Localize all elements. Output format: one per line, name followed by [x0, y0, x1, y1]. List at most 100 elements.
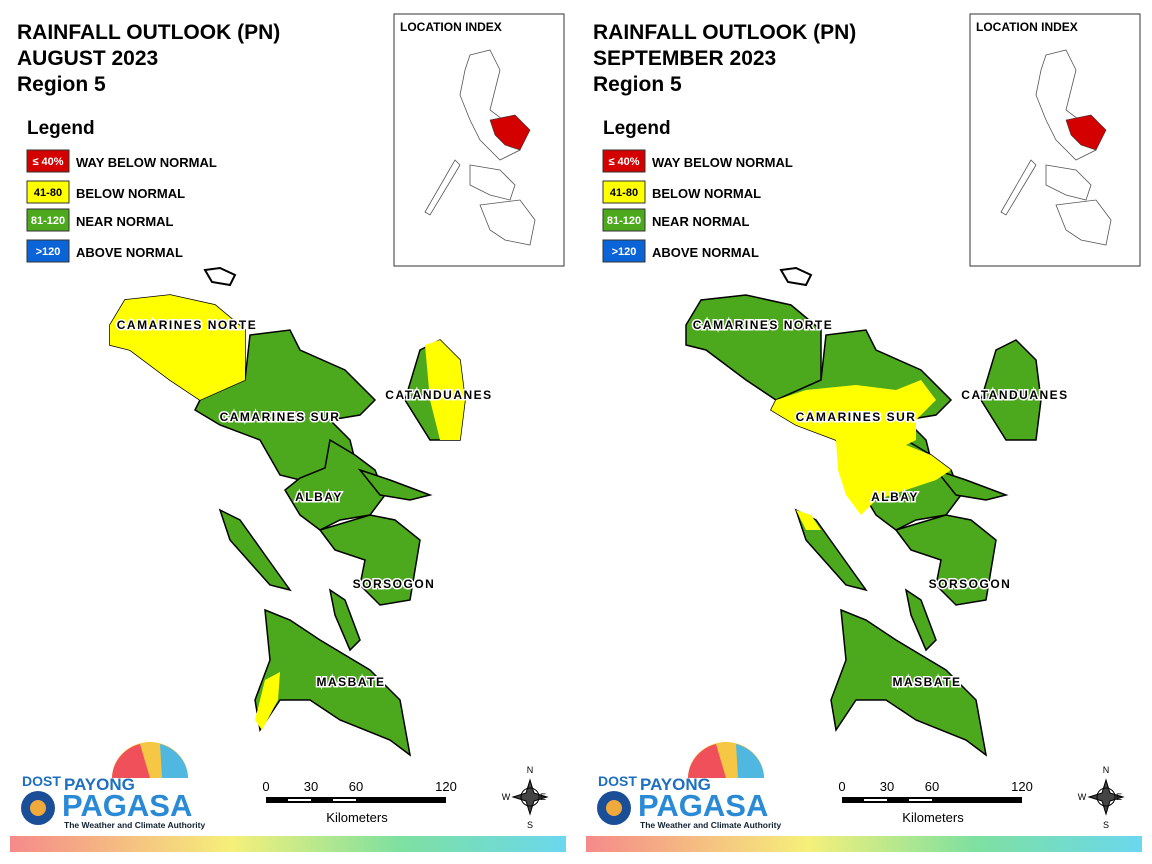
- province-label: MASBATE: [317, 675, 386, 689]
- legend-range: ≤ 40%: [32, 156, 63, 168]
- province-label: SORSOGON: [929, 577, 1012, 591]
- logo-brand-top: PAYONG: [64, 775, 135, 794]
- philippines-palawan: [1000, 159, 1037, 216]
- title: RAINFALL OUTLOOK (PN): [593, 21, 856, 44]
- legend-range: 81-120: [31, 215, 65, 227]
- below-normal-area: [110, 295, 245, 400]
- scale-tick: 30: [304, 779, 318, 794]
- location-index-title: LOCATION INDEX: [400, 20, 502, 34]
- scale-tick: 60: [925, 779, 939, 794]
- title: RAINFALL OUTLOOK (PN): [17, 21, 280, 44]
- legend-label: NEAR NORMAL: [652, 214, 750, 229]
- province-label: CAMARINES NORTE: [117, 318, 258, 332]
- month: SEPTEMBER 2023: [593, 47, 776, 70]
- legend-label: ABOVE NORMAL: [652, 245, 759, 260]
- province-shape: [830, 608, 988, 757]
- legend-swatch: [26, 239, 70, 263]
- logo-seal-inner: [606, 800, 622, 816]
- logo-seal-inner: [30, 800, 46, 816]
- color-strip: [10, 836, 566, 852]
- province-shape: [284, 438, 386, 531]
- north-island: [203, 266, 237, 287]
- province-label: CAMARINES NORTE: [693, 318, 834, 332]
- compass-letter: E: [540, 792, 546, 802]
- compass-letter: N: [1103, 765, 1110, 775]
- scale-unit: Kilometers: [902, 810, 964, 825]
- legend-range: 41-80: [34, 187, 62, 199]
- color-strip: [586, 836, 1142, 852]
- compass-ring: [520, 787, 540, 807]
- province-label: CATANDUANES: [961, 388, 1068, 402]
- province-label: SORSOGON: [353, 577, 436, 591]
- province-label: CAMARINES SUR: [220, 410, 341, 424]
- logo-umbrella-right: [736, 744, 764, 778]
- compass-letter: W: [1078, 792, 1087, 802]
- legend-range: >120: [36, 246, 61, 258]
- legend-range: >120: [612, 246, 637, 258]
- legend-label: BELOW NORMAL: [76, 186, 185, 201]
- logo-tagline: The Weather and Climate Authority: [640, 820, 781, 830]
- location-index-frame: [969, 13, 1141, 267]
- region: Region 5: [593, 73, 682, 96]
- logo-umbrella-left: [688, 744, 726, 778]
- below-normal-area: [255, 672, 280, 730]
- logo-umbrella-right: [160, 744, 188, 778]
- scale-tick: 0: [262, 779, 269, 794]
- legend-label: ABOVE NORMAL: [76, 245, 183, 260]
- philippines-visayas: [1045, 164, 1092, 201]
- province-label: ALBAY: [871, 490, 919, 504]
- province-label: CAMARINES SUR: [796, 410, 917, 424]
- legend-swatch: [602, 180, 646, 204]
- legend-title: Legend: [603, 118, 671, 139]
- province-shape: [933, 468, 1009, 501]
- legend-label: BELOW NORMAL: [652, 186, 761, 201]
- compass-letter: S: [527, 820, 533, 830]
- legend-range: 41-80: [610, 187, 638, 199]
- logo-umbrella-left: [112, 744, 150, 778]
- logo-tagline: The Weather and Climate Authority: [64, 820, 205, 830]
- logo-brand: PAGASA: [62, 788, 192, 823]
- legend-swatch: [26, 208, 70, 232]
- legend-label: WAY BELOW NORMAL: [76, 155, 217, 170]
- scale-bar-segment: [864, 799, 887, 801]
- region: Region 5: [17, 73, 106, 96]
- month: AUGUST 2023: [17, 47, 158, 70]
- province-shape: [318, 514, 421, 606]
- scale-tick: 30: [880, 779, 894, 794]
- province-shape: [328, 588, 361, 652]
- province-shape: [894, 514, 997, 606]
- logo-agency: DOST: [22, 773, 61, 789]
- legend-label: NEAR NORMAL: [76, 214, 174, 229]
- compass-letter: E: [1116, 792, 1122, 802]
- region-5-highlight: [489, 114, 531, 151]
- legend-swatch: [26, 149, 70, 173]
- scale-tick: 120: [435, 779, 457, 794]
- province-label: CATANDUANES: [385, 388, 492, 402]
- scale-unit: Kilometers: [326, 810, 388, 825]
- logo-brand: PAGASA: [638, 788, 768, 823]
- province-shape: [980, 339, 1042, 441]
- location-index-title: LOCATION INDEX: [976, 20, 1078, 34]
- philippines-mindanao: [479, 199, 536, 246]
- outlook-panel: RAINFALL OUTLOOK (PN) AUGUST 2023 Region 5…: [10, 13, 566, 852]
- logo-agency: DOST: [598, 773, 637, 789]
- province-shape: [218, 508, 292, 592]
- scale-bar-segment: [909, 799, 932, 801]
- outlook-panel: RAINFALL OUTLOOK (PN) SEPTEMBER 2023 Regio…: [586, 13, 1142, 852]
- province-shape: [357, 468, 433, 501]
- legend-swatch: [602, 208, 646, 232]
- compass-letter: S: [1103, 820, 1109, 830]
- location-index-frame: [393, 13, 565, 267]
- scale-bar-segment: [333, 799, 356, 801]
- legend-swatch: [602, 239, 646, 263]
- province-shape: [685, 294, 822, 401]
- philippines-visayas: [469, 164, 516, 201]
- philippines-palawan: [424, 159, 461, 216]
- legend-title: Legend: [27, 118, 95, 139]
- below-normal-area: [796, 510, 821, 530]
- scale-bar-segment: [288, 799, 311, 801]
- compass-letter: N: [527, 765, 534, 775]
- legend-swatch: [602, 149, 646, 173]
- scale-tick: 120: [1011, 779, 1033, 794]
